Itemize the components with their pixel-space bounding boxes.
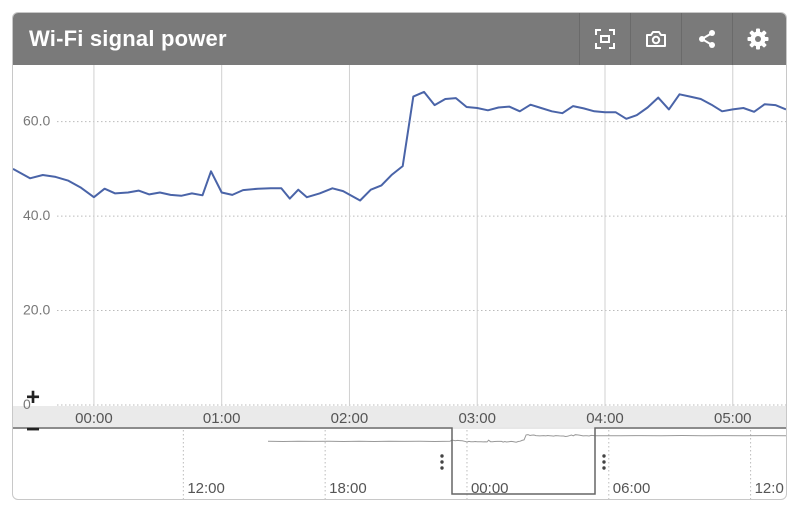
zoom-out-button[interactable]: −: [25, 416, 40, 443]
y-gridlines: [57, 121, 786, 406]
x-tick-label: 03:00: [458, 410, 496, 427]
navigator-left-handle[interactable]: [440, 454, 444, 470]
chart-title: Wi-Fi signal power: [29, 26, 227, 51]
navigator-series-line: [267, 434, 786, 443]
chart-header: Wi-Fi signal power: [13, 13, 786, 65]
x-gridlines: [93, 65, 734, 427]
zoom-in-button[interactable]: +: [25, 384, 40, 411]
navigator-tick-label: 18:00: [329, 480, 367, 497]
camera-icon: [646, 31, 666, 47]
handle-dot: [602, 466, 606, 470]
x-tick-labels: 00:00 01:00 02:00 03:00 04:00 05:00: [75, 410, 751, 427]
handle-dot: [440, 466, 444, 470]
fullscreen-button[interactable]: [579, 13, 630, 65]
navigator-tick-label: 00:00: [471, 480, 509, 497]
x-tick-label: 00:00: [75, 410, 113, 427]
handle-dot: [440, 460, 444, 464]
x-tick-label: 02:00: [331, 410, 369, 427]
y-tick-label: 40.0: [23, 207, 50, 223]
x-axis-band: [13, 406, 786, 427]
y-tick-label: 0: [23, 396, 31, 412]
handle-dot: [602, 454, 606, 458]
y-tick-label: 20.0: [23, 302, 50, 318]
x-tick-label: 04:00: [586, 410, 624, 427]
fullscreen-icon: [595, 29, 615, 49]
y-tick-labels: 0 20.0 40.0 60.0: [23, 113, 50, 412]
gear-icon: [747, 28, 769, 50]
x-tick-label: 01:00: [203, 410, 241, 427]
share-icon: [699, 30, 715, 48]
navigator-right-handle[interactable]: [602, 454, 606, 470]
handle-dot: [602, 460, 606, 464]
navigator-selection-window[interactable]: [13, 427, 786, 495]
navigator-tick-label: 12:00: [187, 480, 225, 497]
snapshot-button[interactable]: [630, 13, 681, 65]
chart-card: Wi-Fi signal power: [12, 12, 787, 500]
y-tick-label: 60.0: [23, 113, 50, 129]
navigator-gridlines: [182, 430, 752, 499]
navigator-tick-label: 06:00: [613, 480, 651, 497]
x-tick-label: 05:00: [714, 410, 752, 427]
handle-dot: [440, 454, 444, 458]
share-button[interactable]: [681, 13, 732, 65]
navigator-tick-labels: 12:00 18:00 00:00 06:00 12:0: [187, 480, 783, 497]
chart-area: 020.040.060.0 00:00 01:00 02:00 03:00 04:00 0…: [13, 65, 786, 499]
settings-button[interactable]: [732, 13, 783, 65]
navigator[interactable]: 12:00 18:00 00:00 06:00 12:0: [13, 427, 786, 499]
series-line: [13, 90, 786, 202]
navigator-tick-label: 12:0: [755, 480, 784, 497]
